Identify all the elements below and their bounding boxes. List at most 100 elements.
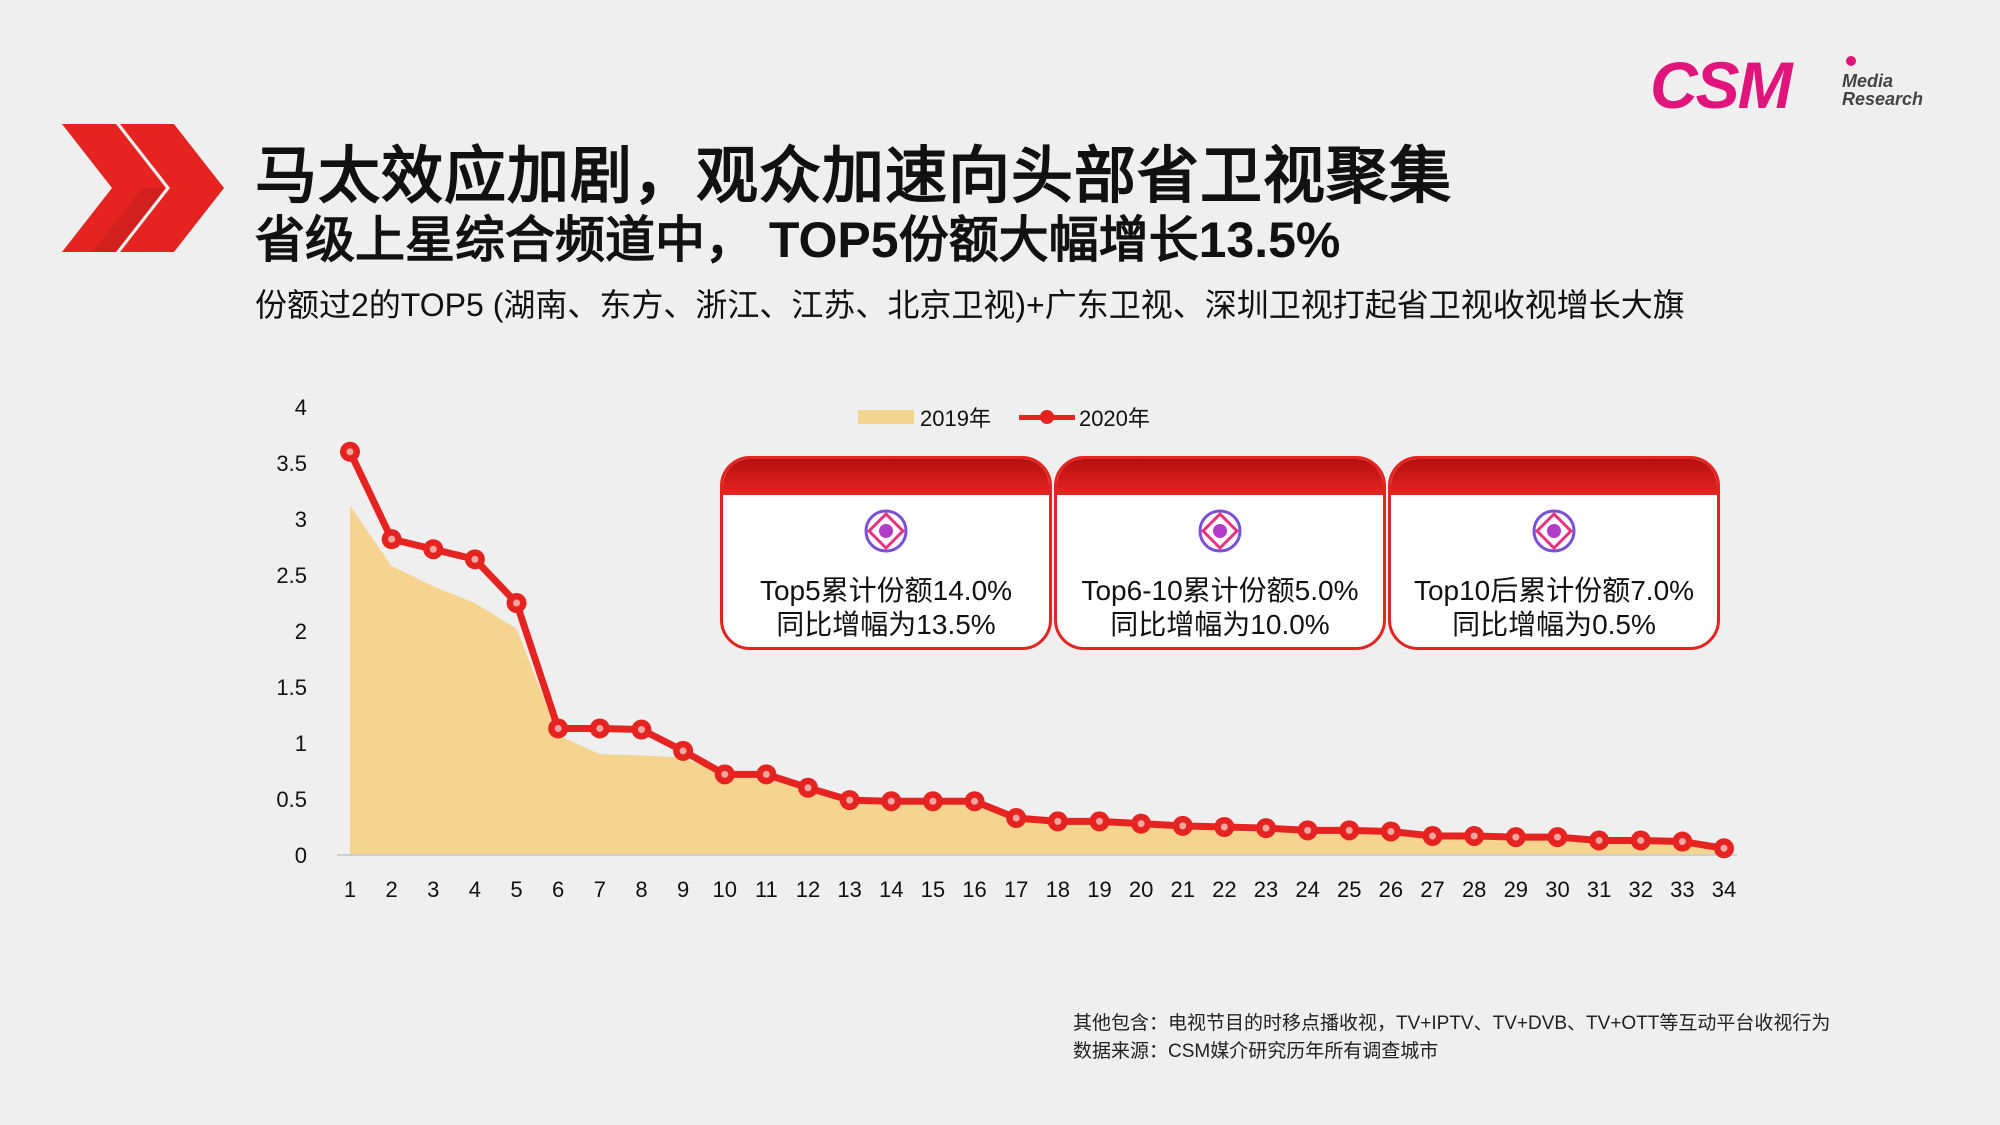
- x-tick-label: 30: [1545, 877, 1569, 902]
- line-point-highlight: [1637, 836, 1645, 844]
- x-tick-label: 22: [1212, 877, 1236, 902]
- line-point-highlight: [679, 747, 687, 755]
- x-tick-label: 3: [427, 877, 439, 902]
- line-point-highlight: [1012, 814, 1020, 822]
- x-tick-label: 29: [1504, 877, 1528, 902]
- x-tick-label: 13: [837, 877, 861, 902]
- summary-box-top6-10: Top6-10累计份额5.0% 同比增幅为10.0%: [1054, 456, 1386, 650]
- line-series-2020: [346, 450, 1725, 852]
- box-header-bar: [723, 459, 1049, 495]
- x-tick-label: 2: [386, 877, 398, 902]
- line-point-highlight: [1262, 824, 1270, 832]
- footnote-source: 数据来源：CSM媒介研究历年所有调查城市: [1073, 1041, 1439, 1062]
- box-growth-text: 同比增幅为0.5%: [1452, 609, 1656, 640]
- line-point-highlight: [1095, 817, 1103, 825]
- line-point-highlight: [637, 726, 645, 734]
- x-tick-label: 6: [552, 877, 564, 902]
- page-subtext: 份额过2的TOP5 (湖南、东方、浙江、江苏、北京卫视)+广东卫视、深圳卫视打起…: [255, 287, 1685, 323]
- x-tick-label: 4: [469, 877, 481, 902]
- x-tick-label: 25: [1337, 877, 1361, 902]
- line-point-highlight: [1304, 826, 1312, 834]
- x-tick-label: 26: [1379, 877, 1403, 902]
- footnote-other: 其他包含：电视节目的时移点播收视，TV+IPTV、TV+DVB、TV+OTT等互…: [1073, 1013, 1831, 1034]
- legend-label-2019: 2019年: [920, 406, 991, 431]
- line-point-highlight: [1470, 832, 1478, 840]
- line-point-highlight: [1429, 832, 1437, 840]
- box-share-text: Top6-10累计份额5.0%: [1081, 575, 1359, 606]
- x-tick-label: 31: [1587, 877, 1611, 902]
- line-point-highlight: [1054, 817, 1062, 825]
- x-tick-label: 16: [962, 877, 986, 902]
- line-point-highlight: [887, 797, 895, 805]
- channel-emblem-icon: [864, 509, 908, 553]
- logo-dot-icon: [1846, 56, 1856, 66]
- line-point-highlight: [346, 448, 354, 456]
- y-tick-label: 3: [295, 507, 307, 532]
- logo-sub-line2: Research: [1842, 89, 1924, 109]
- summary-box-top5: Top5累计份额14.0% 同比增幅为13.5%: [720, 456, 1052, 650]
- x-tick-label: 24: [1295, 877, 1319, 902]
- x-tick-label: 34: [1712, 877, 1736, 902]
- share-chart: 00.511.522.533.54 1 2 3 4 5 6 7 8 9 10 11 12 13 14 15 1…: [276, 395, 1737, 902]
- box-header-bar: [1391, 459, 1717, 495]
- chevron-decoration-icon: [62, 124, 224, 252]
- line-point-highlight: [1137, 820, 1145, 828]
- box-growth-text: 同比增幅为13.5%: [776, 609, 996, 640]
- line-point-highlight: [971, 797, 979, 805]
- box-growth-text: 同比增幅为10.0%: [1110, 609, 1330, 640]
- line-point-highlight: [1345, 826, 1353, 834]
- area-series-2019: [350, 505, 1724, 855]
- y-tick-label: 0: [295, 843, 307, 868]
- legend-label-2020: 2020年: [1078, 406, 1150, 431]
- legend-swatch-2020: [1018, 407, 1075, 427]
- box-share-text: Top10后累计份额7.0%: [1413, 575, 1695, 606]
- line-point-highlight: [1595, 836, 1603, 844]
- line-point-highlight: [429, 545, 437, 553]
- y-tick-label: 4: [295, 395, 307, 420]
- summary-box-top10-plus: Top10后累计份额7.0% 同比增幅为0.5%: [1388, 456, 1720, 650]
- box-header-bar: [1057, 459, 1383, 495]
- line-point-highlight: [1387, 827, 1395, 835]
- x-tick-label: 23: [1254, 877, 1278, 902]
- logo-sub-line1: Media: [1842, 71, 1894, 91]
- line-point-highlight: [1179, 822, 1187, 830]
- x-tick-label: 5: [510, 877, 522, 902]
- x-tick-label: 14: [879, 877, 903, 902]
- page-title: 马太效应加剧，观众加速向头部省卫视聚集: [255, 142, 1453, 211]
- line-point-highlight: [554, 724, 562, 732]
- y-tick-label: 2.5: [276, 563, 307, 588]
- line-point-highlight: [596, 724, 604, 732]
- channel-emblem-icon: [1532, 509, 1576, 553]
- y-tick-label: 3.5: [276, 451, 307, 476]
- x-tick-label: 8: [635, 877, 647, 902]
- x-tick-label: 10: [712, 877, 736, 902]
- channel-emblem-icon: [1198, 509, 1242, 553]
- y-tick-label: 0.5: [276, 787, 307, 812]
- csm-logo: CSM Media Research: [1650, 50, 1950, 120]
- line-points-2020: [340, 441, 1734, 859]
- line-point-highlight: [471, 555, 479, 563]
- x-tick-label: 9: [677, 877, 689, 902]
- x-tick-label: 12: [796, 877, 820, 902]
- chart-legend: 2019年 2020年: [858, 404, 1150, 431]
- line-point-highlight: [762, 770, 770, 778]
- x-tick-label: 18: [1046, 877, 1070, 902]
- page-subtitle: 省级上星综合频道中， TOP5份额大幅增长13.5%: [255, 212, 1341, 268]
- y-axis-ticks: 0 0.5 1 1.5 2 2.5 3 3.5 4: [276, 395, 307, 868]
- x-tick-label: 21: [1170, 877, 1194, 902]
- line-point-highlight: [929, 797, 937, 805]
- line-point-highlight: [1512, 833, 1520, 841]
- line-point-highlight: [388, 535, 396, 543]
- line-point-highlight: [513, 599, 521, 607]
- x-tick-label: 19: [1087, 877, 1111, 902]
- x-tick-label: 32: [1628, 877, 1652, 902]
- line-point-highlight: [1678, 838, 1686, 846]
- logo-main-text: CSM: [1650, 48, 1793, 122]
- x-tick-label: 17: [1004, 877, 1028, 902]
- x-tick-label: 20: [1129, 877, 1153, 902]
- line-point-highlight: [804, 784, 812, 792]
- x-tick-label: 33: [1670, 877, 1694, 902]
- line-point-highlight: [846, 796, 854, 804]
- line-point-highlight: [1720, 844, 1728, 852]
- logo-sub-text: Media Research: [1842, 72, 1923, 108]
